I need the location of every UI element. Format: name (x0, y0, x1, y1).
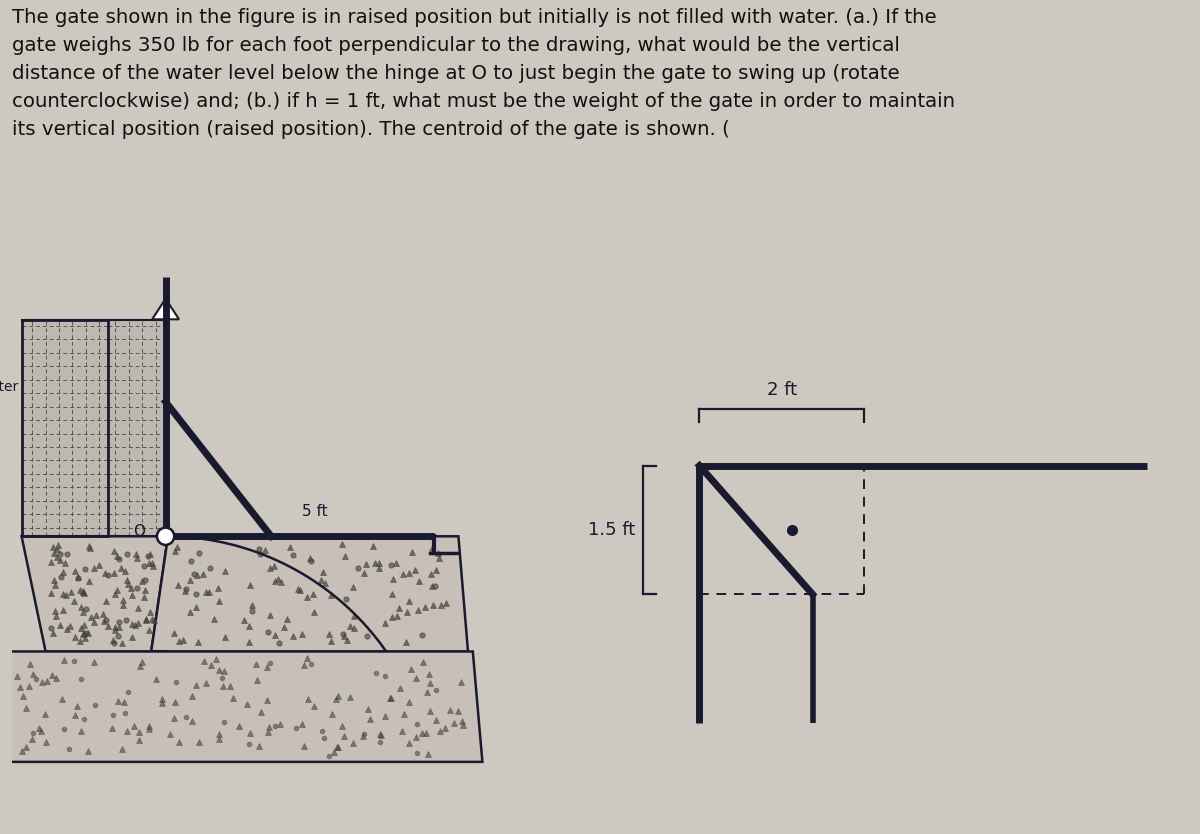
Text: O: O (133, 524, 145, 539)
Text: 5 ft: 5 ft (301, 505, 328, 520)
Text: 1.5 ft: 1.5 ft (588, 521, 635, 539)
Text: Water: Water (0, 380, 19, 394)
Polygon shape (152, 299, 179, 319)
Text: The gate shown in the figure is in raised position but initially is not filled w: The gate shown in the figure is in raise… (12, 8, 955, 139)
Polygon shape (22, 536, 168, 651)
Circle shape (157, 528, 174, 545)
Polygon shape (151, 536, 468, 651)
Polygon shape (0, 651, 482, 762)
Text: 2 ft: 2 ft (767, 381, 797, 399)
